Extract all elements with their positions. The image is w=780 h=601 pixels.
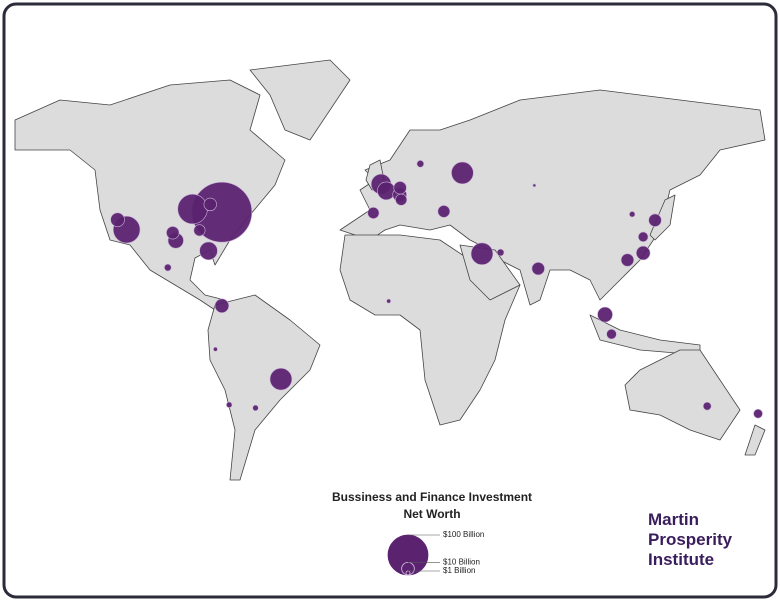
bubble <box>597 306 613 323</box>
new-zealand <box>744 424 766 456</box>
bubble <box>648 213 662 227</box>
bubble <box>451 161 474 185</box>
bubble <box>637 231 649 243</box>
logo-line: Institute <box>648 550 714 569</box>
bubble <box>110 212 125 227</box>
japan <box>649 194 676 241</box>
bubble <box>193 224 206 237</box>
bubble <box>252 404 259 412</box>
logo-line: Martin <box>648 510 699 529</box>
bubble <box>635 245 651 261</box>
bubble <box>269 367 293 391</box>
legend-label: $1 Billion <box>443 566 475 575</box>
bubble <box>753 408 763 419</box>
australia <box>624 349 741 441</box>
bubble <box>386 298 391 304</box>
bubble <box>177 193 208 225</box>
bubble <box>164 263 172 272</box>
title-line: Bussiness and Finance Investment <box>332 490 532 504</box>
legend-label: $100 Billion <box>443 530 484 539</box>
bubble <box>377 181 396 201</box>
bubble <box>629 211 636 218</box>
bubble <box>395 193 408 206</box>
bubble <box>214 298 230 314</box>
bubble <box>203 197 217 212</box>
bubble <box>367 207 380 219</box>
logo-line: Prosperity <box>648 530 733 549</box>
title-line: Net Worth <box>403 507 460 521</box>
bubble <box>226 401 233 408</box>
bubble <box>437 205 451 218</box>
bubble <box>620 253 635 267</box>
bubble <box>470 242 494 266</box>
eurasia <box>339 89 766 306</box>
bubble <box>606 328 617 340</box>
bubble <box>393 181 407 195</box>
bubble <box>702 401 712 411</box>
bubble <box>416 160 425 168</box>
bubble <box>166 226 180 240</box>
bubble <box>496 248 505 257</box>
legend-circle <box>387 534 429 576</box>
south-america <box>207 294 321 481</box>
legend-label: $10 Billion <box>443 557 480 566</box>
bubble <box>213 346 218 352</box>
bubbles <box>110 160 763 419</box>
bubble <box>532 183 537 188</box>
bubble <box>531 261 545 276</box>
greenland <box>249 59 351 141</box>
bubble <box>199 241 218 261</box>
legend: $100 Billion $10 Billion$1 Billion <box>387 530 484 576</box>
